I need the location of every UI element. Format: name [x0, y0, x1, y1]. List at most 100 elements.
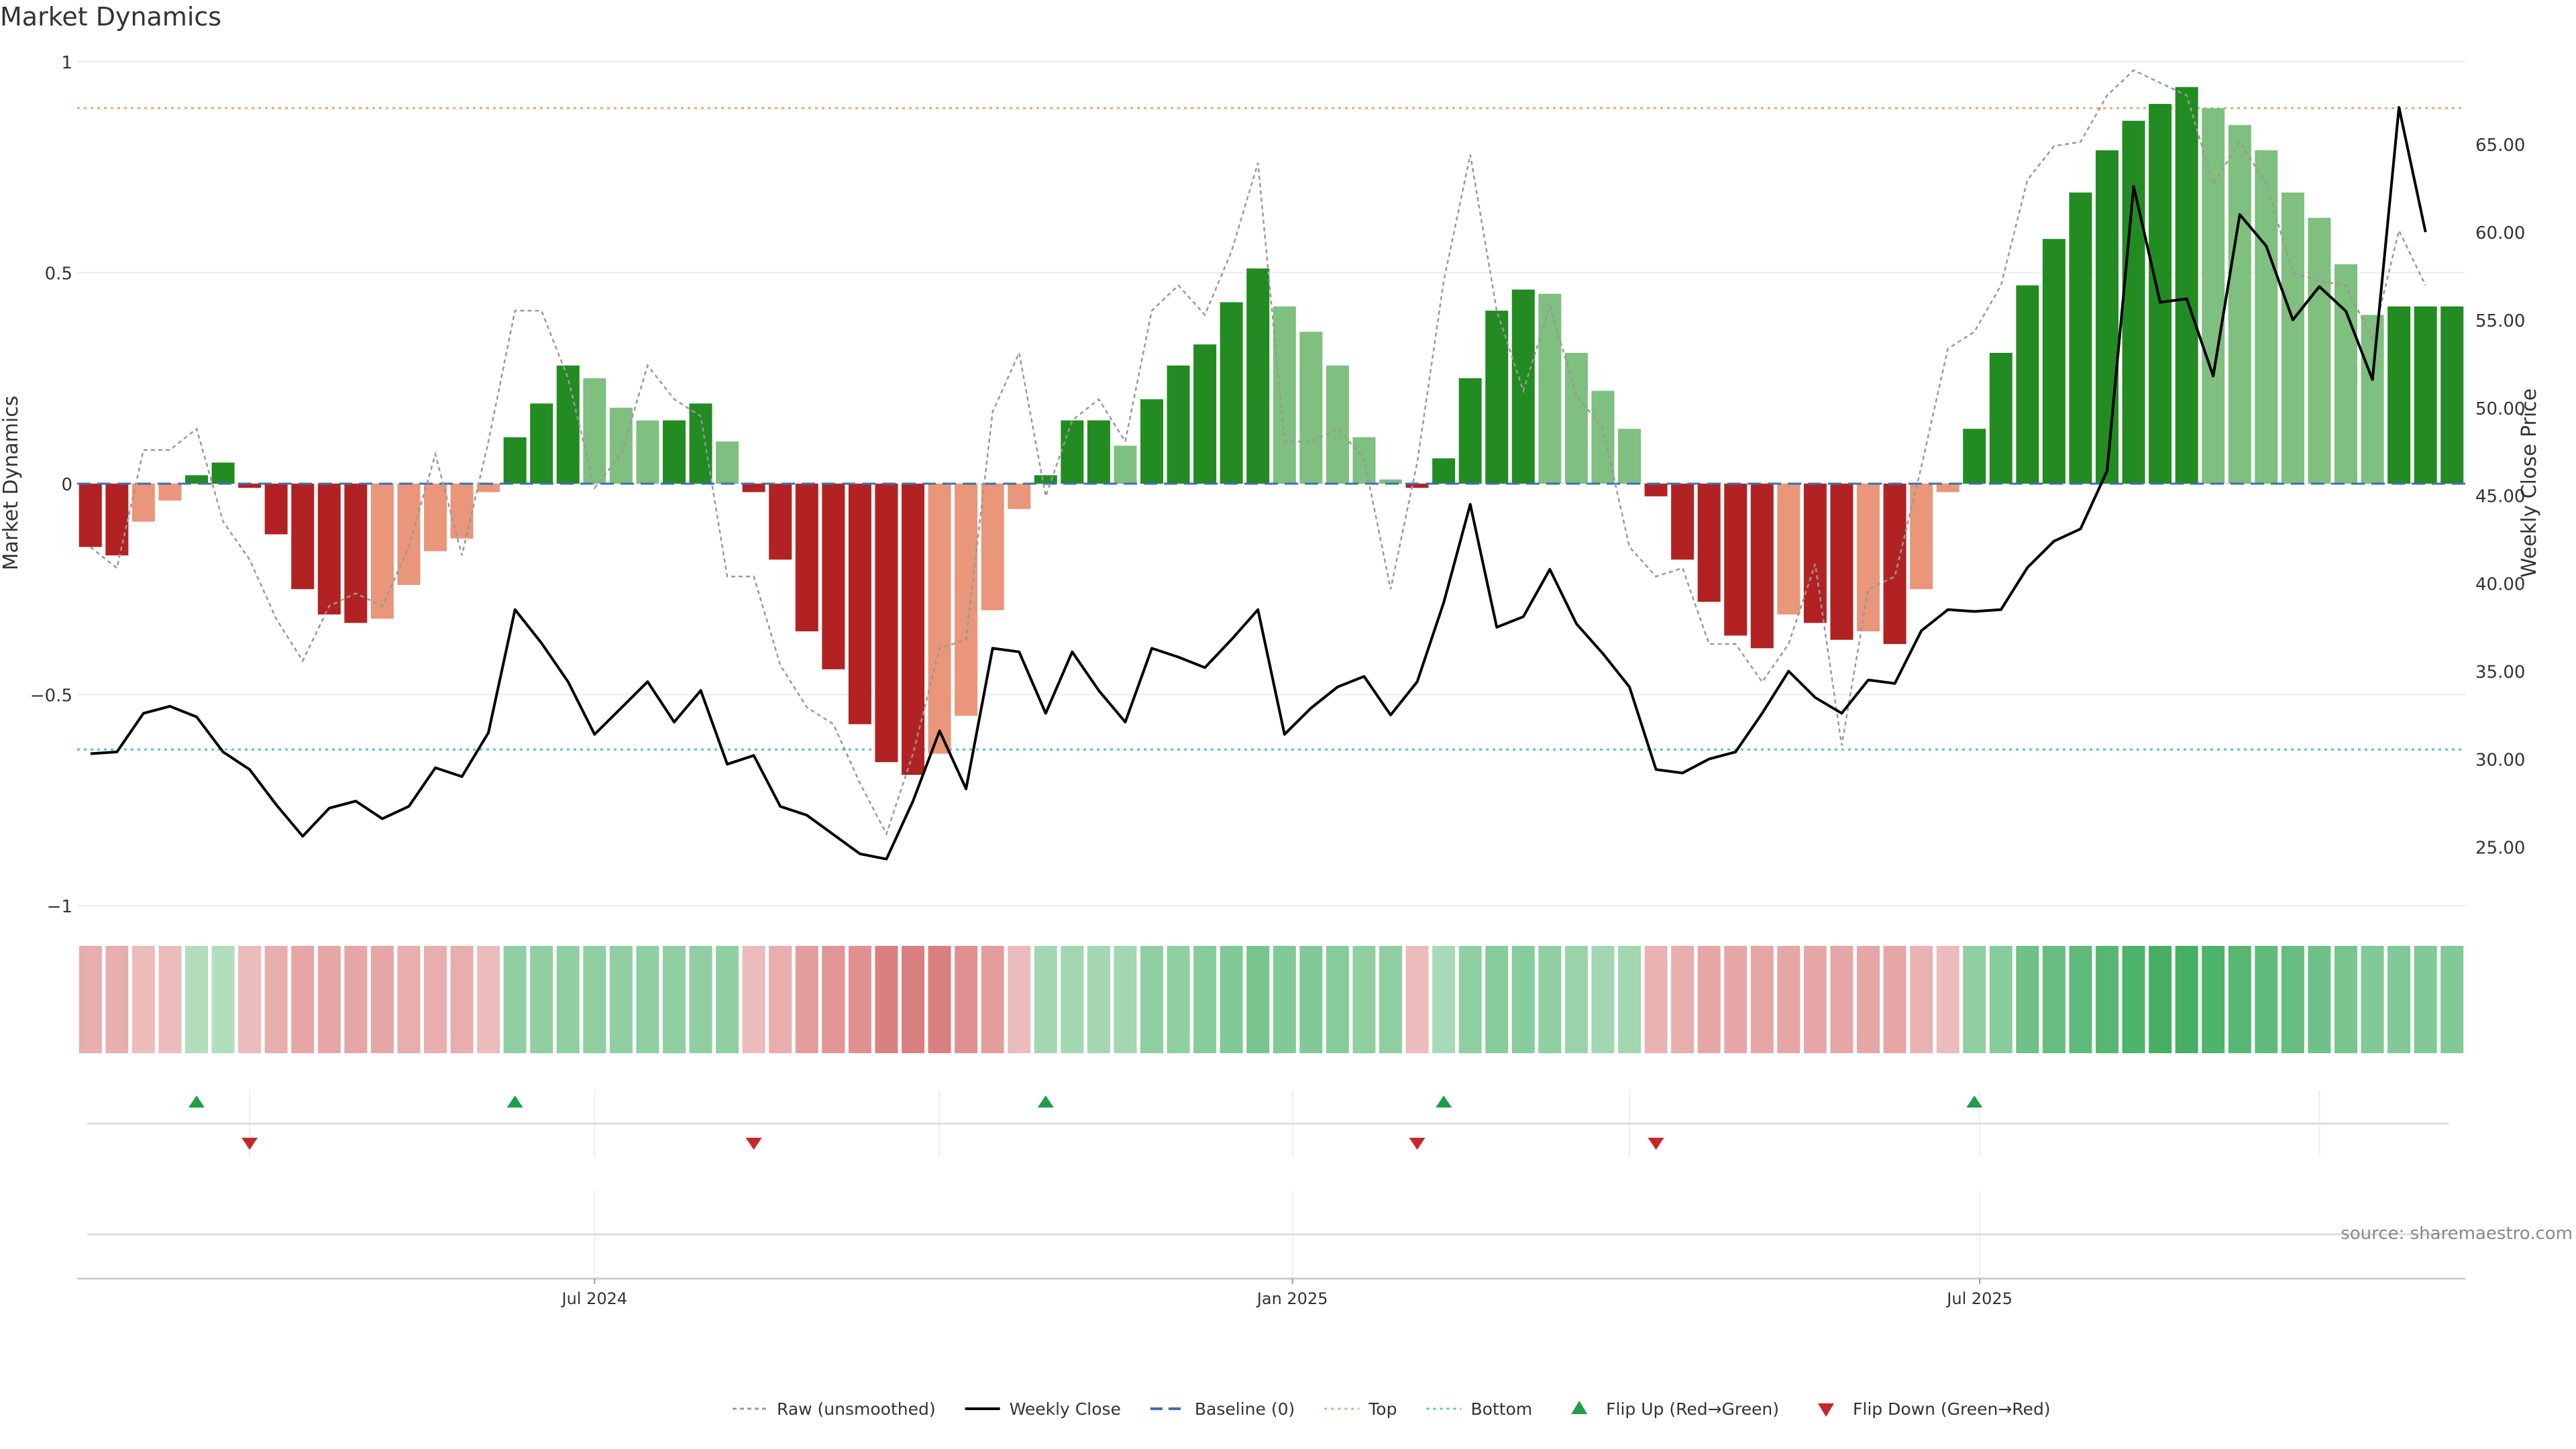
- strength-cell: [556, 946, 580, 1053]
- strength-cell: [1008, 946, 1031, 1053]
- strength-cell: [689, 946, 712, 1053]
- dynamics-bar: [1405, 484, 1429, 488]
- strength-cell: [875, 946, 898, 1053]
- dynamics-bar: [1432, 458, 1456, 484]
- dynamics-bar: [2175, 87, 2198, 484]
- strength-cell: [78, 946, 102, 1053]
- strength-cell: [981, 946, 1004, 1053]
- strength-cell: [1458, 946, 1482, 1053]
- dynamics-bar: [184, 475, 209, 484]
- dynamics-bar: [1326, 365, 1349, 484]
- raw-series-line: [90, 69, 2426, 837]
- dynamics-bar: [2095, 150, 2119, 484]
- dynamics-bar: [1379, 479, 1403, 484]
- source-text: source: sharemaestro.com: [2341, 1224, 2573, 1244]
- strength-cell: [2149, 946, 2172, 1053]
- strength-cell: [1326, 946, 1349, 1053]
- dynamics-bar: [742, 484, 765, 492]
- y2-tick-label: 35.00: [2475, 662, 2525, 682]
- dynamics-bar: [450, 484, 474, 539]
- strength-cell: [1750, 946, 1774, 1053]
- strength-cell: [2042, 946, 2065, 1053]
- y-axis-label: Market Dynamics: [0, 396, 23, 571]
- dynamics-bar: [1061, 420, 1084, 484]
- x-axis: Jul 2024 Jan 2025 Jul 2025: [77, 1277, 2465, 1308]
- dynamics-bar: [2281, 192, 2304, 484]
- dynamics-bar: [1856, 484, 1880, 632]
- dynamics-bar: [1485, 311, 1509, 484]
- dynamics-bar: [2149, 103, 2172, 484]
- dynamics-bar: [848, 484, 871, 724]
- strength-cell: [1511, 946, 1535, 1053]
- dynamics-bar: [662, 420, 686, 484]
- dynamics-bar: [105, 484, 129, 555]
- dynamics-bar: [795, 484, 818, 632]
- dynamics-bar: [556, 365, 580, 484]
- dynamics-bar: [1803, 484, 1827, 623]
- strength-cell: [1910, 946, 1933, 1053]
- dynamics-bar: [1777, 484, 1801, 614]
- dynamics-bar: [769, 484, 792, 560]
- dynamics-bar: [2228, 125, 2251, 484]
- flip-up-marker: [506, 1095, 523, 1108]
- dynamics-bar: [2334, 264, 2358, 484]
- dynamics-bar: [2122, 121, 2145, 484]
- dynamics-bar: [344, 484, 368, 623]
- strength-cell: [1379, 946, 1403, 1053]
- dynamics-bar: [1008, 484, 1031, 509]
- y-tick-label: 0: [61, 475, 72, 495]
- strength-cell: [477, 946, 500, 1053]
- dynamics-bar: [1750, 484, 1774, 649]
- strength-cell: [2281, 946, 2304, 1053]
- strength-cell: [1697, 946, 1721, 1053]
- y-tick-label: 0.5: [45, 264, 72, 284]
- dynamics-bar: [477, 484, 500, 492]
- y2-tick-label: 50.00: [2475, 399, 2525, 419]
- strength-cell: [769, 946, 792, 1053]
- strength-cell: [2228, 946, 2251, 1053]
- strength-cell: [1936, 946, 1960, 1053]
- strength-cell: [928, 946, 951, 1053]
- dynamics-bar: [609, 407, 633, 484]
- dynamics-bar: [636, 420, 659, 484]
- dynamics-bar: [1724, 484, 1748, 636]
- y2-tick-label: 55.00: [2475, 311, 2525, 331]
- legend-bottom-label: Bottom: [1470, 1399, 1532, 1419]
- strength-cell: [211, 946, 235, 1053]
- y-tick-label: 1: [61, 53, 72, 73]
- y2-tick-label: 25.00: [2475, 838, 2525, 858]
- x-tick-label: Jul 2024: [560, 1289, 627, 1308]
- dynamics-bar: [1114, 445, 1137, 484]
- dynamics-bar: [2361, 315, 2384, 484]
- strength-cell: [1114, 946, 1137, 1053]
- dynamics-bar: [397, 484, 421, 585]
- axes: 1 0.5 0 −0.5 −1 65.00 60.00 55.00 50.00 45.00 40.0…: [30, 53, 2526, 917]
- strength-cell: [583, 946, 606, 1053]
- strength-cell: [184, 946, 209, 1053]
- strength-cell: [955, 946, 978, 1053]
- strength-cell: [901, 946, 925, 1053]
- strength-cell: [2334, 946, 2358, 1053]
- strength-cell: [370, 946, 394, 1053]
- strength-cell: [2387, 946, 2411, 1053]
- strength-cell: [795, 946, 818, 1053]
- strength-cell: [2361, 946, 2384, 1053]
- dynamics-bar: [1299, 331, 1323, 484]
- dynamics-bar: [2069, 192, 2092, 484]
- strength-cell: [2095, 946, 2119, 1053]
- strength-cell: [344, 946, 368, 1053]
- flip-down-marker: [745, 1138, 762, 1150]
- legend-raw-label: Raw (unsmoothed): [777, 1399, 936, 1419]
- strength-cell: [1299, 946, 1323, 1053]
- dynamics-bar: [530, 403, 553, 484]
- flip-down-marker: [1648, 1138, 1664, 1150]
- dynamics-bar: [583, 378, 606, 484]
- strength-cell: [1856, 946, 1880, 1053]
- y2-tick-label: 30.00: [2475, 750, 2525, 770]
- flip-down-marker: [1409, 1138, 1426, 1150]
- dynamics-bar: [1883, 484, 1907, 645]
- strength-cell: [1273, 946, 1296, 1053]
- strength-cell: [822, 946, 845, 1053]
- dynamics-bars: [78, 87, 2464, 775]
- strength-cell: [1724, 946, 1748, 1053]
